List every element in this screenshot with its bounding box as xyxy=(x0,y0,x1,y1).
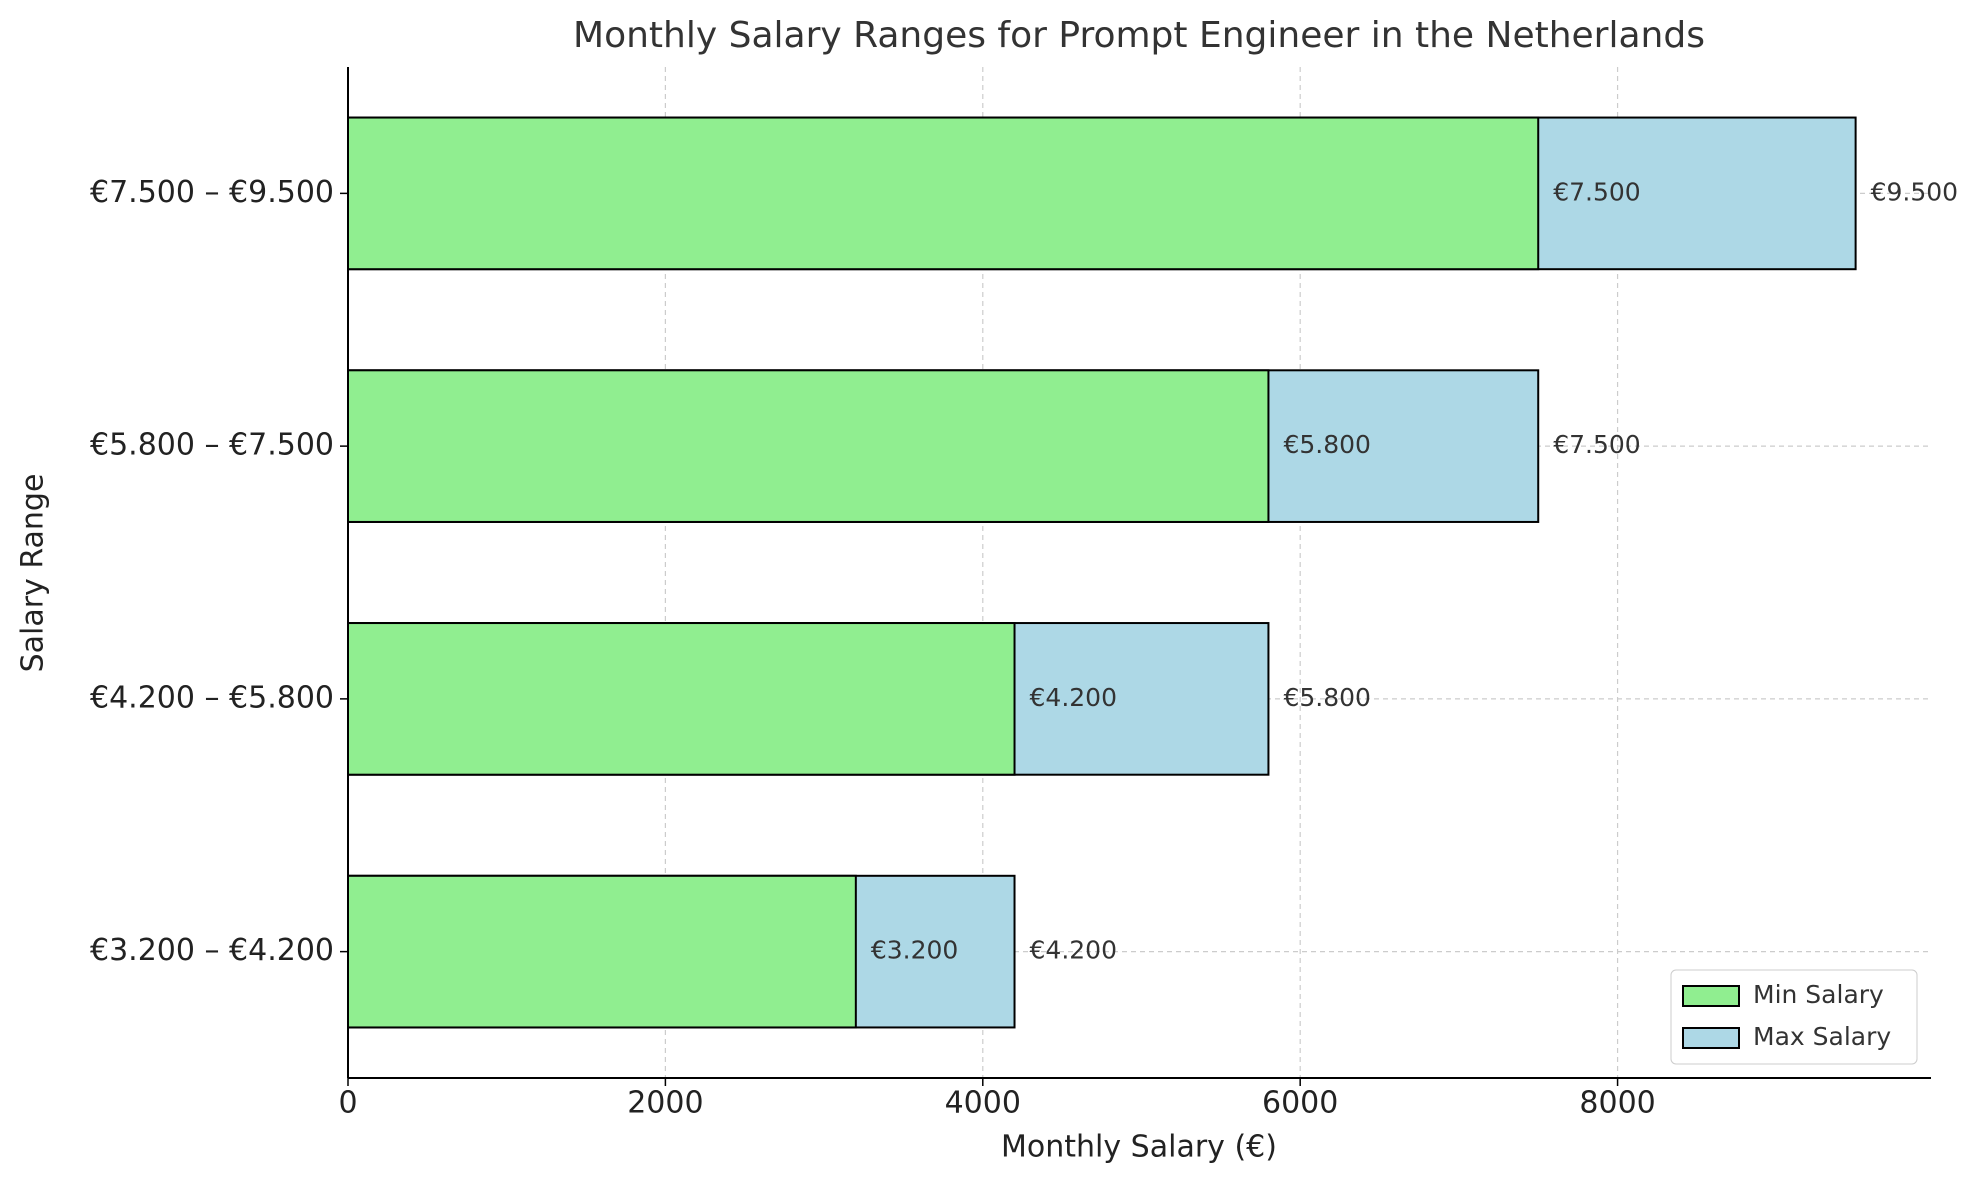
value-label: €3.200 xyxy=(871,936,958,965)
legend-swatch xyxy=(1682,985,1740,1007)
legend-label: Min Salary xyxy=(1753,980,1884,1009)
y-axis-label: Salary Range xyxy=(16,474,51,673)
x-tick-label: 0 xyxy=(338,1086,357,1121)
x-axis-label: Monthly Salary (€) xyxy=(1001,1130,1277,1165)
value-label: €7.500 xyxy=(1553,430,1640,459)
bar xyxy=(347,622,1016,776)
value-label: €4.200 xyxy=(1030,683,1117,712)
bar xyxy=(347,116,1540,271)
legend-label: Max Salary xyxy=(1753,1022,1891,1051)
x-tick-label: 6000 xyxy=(1262,1086,1338,1121)
legend-swatch xyxy=(1682,1027,1740,1049)
y-tick-label: €4.200 – €5.800 xyxy=(90,680,334,715)
value-label: €9.500 xyxy=(1871,177,1958,206)
x-tick-label: 8000 xyxy=(1579,1086,1655,1121)
value-label: €7.500 xyxy=(1553,177,1640,206)
x-tick-label: 4000 xyxy=(945,1086,1021,1121)
chart-title: Monthly Salary Ranges for Prompt Enginee… xyxy=(573,15,1705,56)
value-label: €5.800 xyxy=(1283,430,1370,459)
bar xyxy=(347,369,1270,523)
value-label: €5.800 xyxy=(1283,683,1370,712)
bar xyxy=(347,874,857,1029)
y-tick-label: €5.800 – €7.500 xyxy=(90,428,334,463)
y-tick-label: €7.500 – €9.500 xyxy=(90,175,334,210)
value-label: €4.200 xyxy=(1030,936,1117,965)
legend: Min Salary Max Salary xyxy=(1670,969,1918,1065)
y-tick-label: €3.200 – €4.200 xyxy=(90,933,334,968)
x-tick-label: 2000 xyxy=(627,1086,703,1121)
